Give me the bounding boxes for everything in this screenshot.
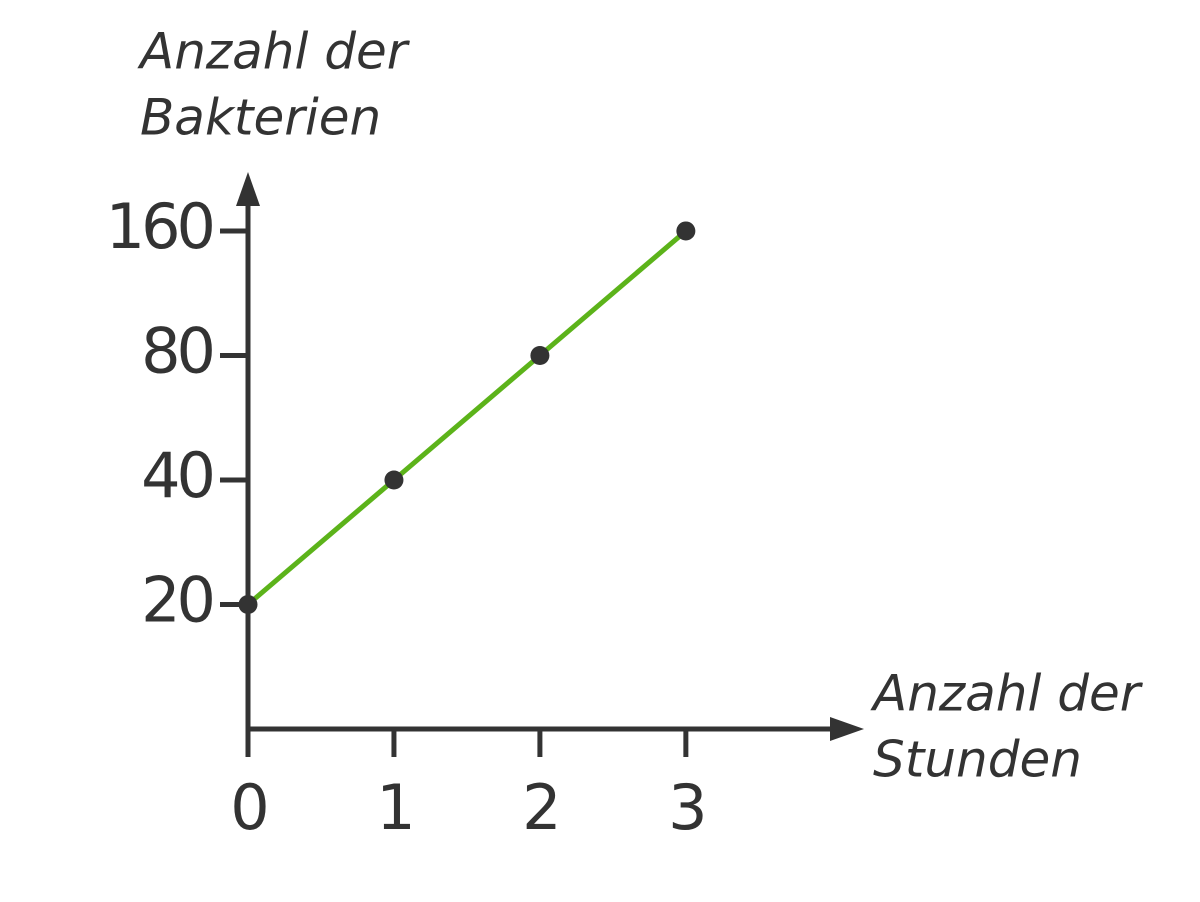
y-tick-label: 20 xyxy=(141,564,212,637)
y-tick-label: 80 xyxy=(141,315,212,388)
data-point xyxy=(238,594,258,614)
data-point xyxy=(384,470,404,490)
y-axis-label: Anzahl der xyxy=(137,23,411,81)
x-arrow xyxy=(830,717,864,741)
y-arrow xyxy=(236,172,260,206)
x-tick-label: 0 xyxy=(230,771,266,844)
x-tick-label: 3 xyxy=(668,771,703,844)
y-tick-label: 160 xyxy=(106,190,213,263)
y-tick-label: 40 xyxy=(141,439,212,512)
data-point xyxy=(530,345,550,365)
axes xyxy=(236,172,864,741)
x-axis-label: Anzahl der xyxy=(870,665,1144,723)
x-axis-label: Stunden xyxy=(873,731,1082,789)
data-line xyxy=(246,229,688,607)
x-tick-label: 1 xyxy=(376,771,411,844)
y-axis-label: Bakterien xyxy=(140,89,381,147)
data-point xyxy=(676,221,696,241)
x-tick-label: 2 xyxy=(522,771,557,844)
